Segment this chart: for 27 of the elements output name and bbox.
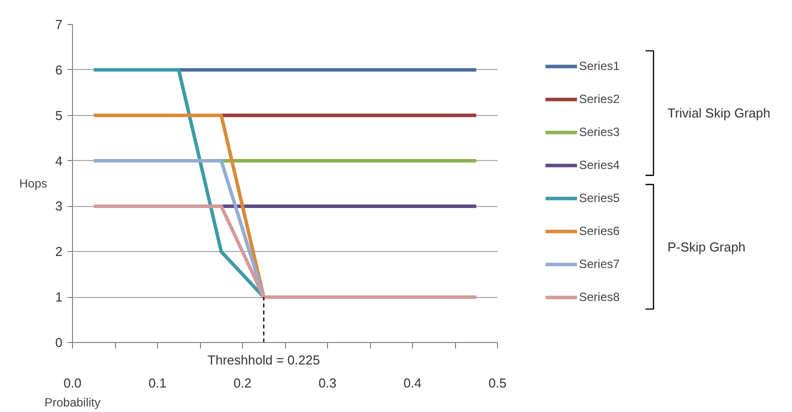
y-tick-label: 1	[55, 290, 63, 305]
y-tick-label: 4	[55, 153, 63, 168]
y-axis-title: Hops	[19, 176, 48, 190]
annotation: Threshhold = 0.225	[208, 352, 320, 368]
legend-label: Series4	[579, 157, 620, 174]
x-tick-label: 0.0	[63, 376, 82, 390]
x-tick-label: 0.1	[148, 376, 167, 390]
legend-label: Series7	[579, 256, 620, 273]
x-tick-label: 0.2	[233, 376, 252, 390]
x-axis-title: Probability	[44, 396, 101, 410]
text: P-Skip Graph	[668, 239, 746, 254]
legend-label: Series2	[579, 91, 620, 108]
legend-label: Series5	[579, 190, 620, 207]
legend-label: Series3	[579, 124, 620, 141]
legend-label: Series1	[579, 58, 620, 75]
x-tick-label: 0.4	[403, 376, 422, 390]
y-tick-label: 2	[55, 244, 63, 260]
legend-label: Series8	[579, 289, 620, 306]
y-tick-label: 6	[55, 62, 63, 78]
text: Trivial Skip Graph	[668, 106, 770, 121]
y-tick-label: 0	[55, 335, 63, 350]
legend-label: Series6	[579, 223, 620, 240]
y-tick-label: 7	[55, 17, 63, 32]
x-tick-label: 0.5	[488, 376, 507, 390]
y-tick-label: 5	[55, 108, 63, 123]
x-tick-label: 0.3	[318, 376, 337, 390]
y-tick-label: 3	[55, 198, 63, 214]
